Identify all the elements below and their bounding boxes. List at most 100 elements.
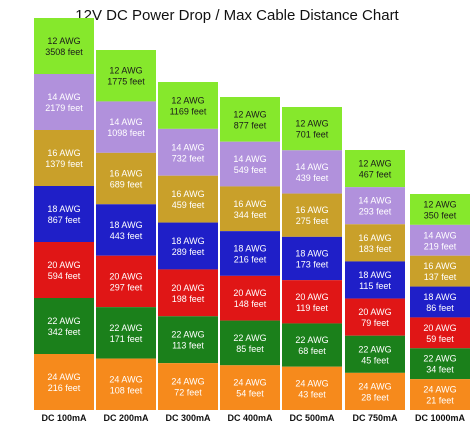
cable-cell bbox=[410, 224, 470, 256]
gauge-label: 14 AWG bbox=[47, 92, 80, 102]
gauge-label: 16 AWG bbox=[233, 199, 266, 209]
gauge-label: 20 AWG bbox=[47, 260, 80, 270]
gauge-label: 18 AWG bbox=[233, 244, 266, 254]
cable-cell bbox=[220, 97, 280, 142]
distance-label: 183 feet bbox=[359, 244, 392, 254]
gauge-label: 24 AWG bbox=[423, 385, 456, 395]
distance-label: 68 feet bbox=[298, 346, 326, 356]
cable-cell bbox=[282, 107, 342, 151]
distance-label: 701 feet bbox=[296, 130, 329, 140]
distance-label: 173 feet bbox=[296, 260, 329, 270]
gauge-label: 14 AWG bbox=[423, 230, 456, 240]
gauge-label: 12 AWG bbox=[233, 109, 266, 119]
cable-cell bbox=[410, 379, 470, 410]
cable-cell bbox=[410, 255, 470, 287]
cable-cell bbox=[282, 323, 342, 367]
column-label: DC 200mA bbox=[103, 413, 149, 423]
gauge-label: 14 AWG bbox=[295, 162, 328, 172]
gauge-label: 14 AWG bbox=[171, 142, 204, 152]
gauge-label: 16 AWG bbox=[358, 233, 391, 243]
distance-label: 3508 feet bbox=[45, 47, 83, 57]
gauge-label: 22 AWG bbox=[109, 323, 142, 333]
cable-cell bbox=[345, 187, 405, 225]
cable-cell bbox=[220, 365, 280, 410]
cable-cell bbox=[158, 222, 218, 270]
distance-label: 86 feet bbox=[426, 303, 454, 313]
distance-label: 344 feet bbox=[234, 210, 267, 220]
distance-label: 148 feet bbox=[234, 299, 267, 309]
distance-label: 45 feet bbox=[361, 355, 389, 365]
cable-cell bbox=[282, 280, 342, 324]
gauge-label: 16 AWG bbox=[109, 169, 142, 179]
chart-title: 12V DC Power Drop / Max Cable Distance C… bbox=[75, 7, 399, 24]
cable-cell bbox=[96, 50, 156, 102]
cable-cell bbox=[410, 194, 470, 225]
gauge-label: 22 AWG bbox=[47, 316, 80, 326]
cable-cell bbox=[34, 74, 94, 130]
cable-cell bbox=[96, 101, 156, 153]
cable-cell bbox=[96, 204, 156, 256]
column-label: DC 750mA bbox=[352, 413, 398, 423]
distance-label: 877 feet bbox=[234, 120, 267, 130]
gauge-label: 20 AWG bbox=[358, 307, 391, 317]
distance-label: 443 feet bbox=[110, 231, 143, 241]
cable-cell bbox=[282, 150, 342, 194]
cable-cell bbox=[220, 186, 280, 232]
distance-label: 350 feet bbox=[424, 210, 457, 220]
cable-cell bbox=[410, 317, 470, 349]
gauge-label: 22 AWG bbox=[171, 330, 204, 340]
distance-label: 59 feet bbox=[426, 334, 454, 344]
cable-cell bbox=[220, 275, 280, 321]
column-label: DC 500mA bbox=[289, 413, 335, 423]
distance-label: 1098 feet bbox=[107, 128, 145, 138]
distance-label: 459 feet bbox=[172, 200, 205, 210]
cable-cell bbox=[96, 152, 156, 205]
gauge-label: 18 AWG bbox=[109, 220, 142, 230]
distance-label: 1169 feet bbox=[170, 106, 207, 116]
cable-cell bbox=[345, 150, 405, 188]
cable-cell bbox=[96, 255, 156, 308]
distance-label: 342 feet bbox=[48, 327, 81, 337]
distance-label: 113 feet bbox=[172, 341, 204, 351]
cable-cell bbox=[34, 18, 94, 74]
gauge-label: 18 AWG bbox=[171, 236, 204, 246]
cable-cell bbox=[345, 372, 405, 410]
distance-label: 21 feet bbox=[426, 396, 454, 406]
distance-label: 79 feet bbox=[361, 318, 389, 328]
cable-cell bbox=[158, 316, 218, 364]
cable-cell bbox=[282, 193, 342, 237]
gauge-label: 16 AWG bbox=[295, 205, 328, 215]
gauge-label: 18 AWG bbox=[423, 292, 456, 302]
distance-label: 137 feet bbox=[424, 272, 457, 282]
distance-label: 289 feet bbox=[172, 247, 205, 257]
cable-cell bbox=[345, 224, 405, 262]
gauge-label: 16 AWG bbox=[423, 261, 456, 271]
column-label: DC 100mA bbox=[41, 413, 87, 423]
distance-label: 867 feet bbox=[48, 215, 81, 225]
cable-cell bbox=[220, 141, 280, 187]
gauge-label: 24 AWG bbox=[233, 378, 266, 388]
gauge-label: 14 AWG bbox=[233, 154, 266, 164]
column-label: DC 1000mA bbox=[415, 413, 466, 423]
gauge-label: 24 AWG bbox=[47, 372, 80, 382]
distance-label: 54 feet bbox=[236, 389, 264, 399]
cable-cell bbox=[158, 363, 218, 410]
cable-cell bbox=[282, 366, 342, 410]
gauge-label: 20 AWG bbox=[295, 292, 328, 302]
distance-label: 108 feet bbox=[110, 385, 143, 395]
distance-label: 219 feet bbox=[424, 241, 457, 251]
gauge-label: 24 AWG bbox=[171, 377, 204, 387]
gauge-label: 18 AWG bbox=[358, 270, 391, 280]
distance-label: 297 feet bbox=[110, 282, 143, 292]
gauge-label: 12 AWG bbox=[295, 119, 328, 129]
gauge-label: 18 AWG bbox=[295, 249, 328, 259]
cable-cell bbox=[410, 348, 470, 380]
distance-label: 594 feet bbox=[48, 271, 81, 281]
cable-cell bbox=[345, 298, 405, 336]
cable-cell bbox=[220, 231, 280, 276]
cable-cell bbox=[158, 128, 218, 176]
distance-label: 43 feet bbox=[298, 389, 326, 399]
gauge-label: 12 AWG bbox=[109, 66, 142, 76]
gauge-label: 22 AWG bbox=[295, 335, 328, 345]
distance-label: 34 feet bbox=[426, 365, 454, 375]
